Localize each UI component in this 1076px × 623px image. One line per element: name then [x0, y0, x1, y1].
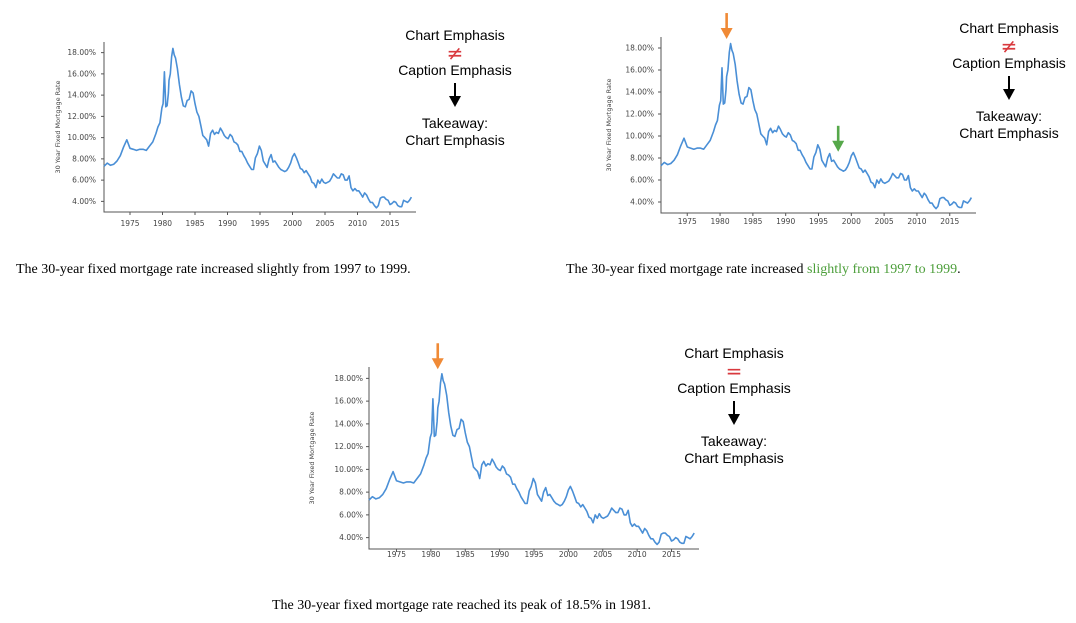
x-tick-label: 2015: [380, 219, 399, 228]
caption-text: The 30-year fixed mortgage rate reached …: [272, 598, 652, 613]
y-tick-label: 8.00%: [339, 488, 363, 497]
axes: [368, 367, 699, 550]
caption-text-end: .: [957, 262, 961, 277]
orange-arrow-icon: [431, 343, 444, 370]
mortgage-chart-2: 4.00% 6.00% 8.00% 10.00% 12.00% 14.00% 16.00% 1…: [605, 13, 976, 226]
x-tick-label: 1995: [524, 550, 543, 559]
green-arrow-icon: [832, 125, 845, 152]
x-tick-label: 2000: [842, 217, 861, 226]
equal-symbol: =: [725, 359, 743, 383]
takeaway-value: Chart Emphasis: [405, 132, 505, 148]
y-tick-label: 4.00%: [630, 198, 654, 207]
axes: [103, 42, 416, 213]
x-tick-label: 2010: [907, 217, 926, 226]
y-tick-label: 18.00%: [625, 44, 654, 53]
y-tick-label: 14.00%: [334, 419, 363, 428]
x-tick-label: 1985: [185, 219, 204, 228]
x-tick-label: 2005: [875, 217, 894, 226]
takeaway-label: Takeaway:: [975, 108, 1043, 124]
down-arrow-icon: [1001, 76, 1017, 100]
y-tick-label: 6.00%: [339, 510, 363, 519]
not-equal-symbol: ≠: [1000, 34, 1018, 58]
takeaway-label: Takeaway:: [421, 115, 489, 131]
x-tick-label: 2010: [628, 550, 647, 559]
x-tick-label: 2005: [593, 550, 612, 559]
x-tick-label: 2015: [940, 217, 959, 226]
x-tick-label: 1980: [711, 217, 730, 226]
caption-text: The 30-year fixed mortgage rate increase…: [16, 262, 411, 277]
y-tick-label: 10.00%: [67, 133, 96, 142]
caption-text: The 30-year fixed mortgage rate increase…: [566, 262, 807, 277]
x-tick-label: 1975: [678, 217, 697, 226]
emphasis-flow-2: Chart Emphasis ≠ Caption Emphasis Takeaw…: [934, 20, 1076, 142]
y-tick-label: 10.00%: [625, 132, 654, 141]
y-tick-label: 12.00%: [334, 442, 363, 451]
y-tick-label: 10.00%: [334, 465, 363, 474]
x-tick-label: 2015: [662, 550, 681, 559]
orange-arrow-icon: [720, 13, 733, 40]
caption-highlight: slightly from 1997 to 1999: [807, 262, 958, 277]
emphasis-flow-3: Chart Emphasis = Caption Emphasis Takeaw…: [659, 345, 809, 467]
not-equal-symbol: ≠: [446, 41, 464, 65]
caption-2: The 30-year fixed mortgage rate increase…: [566, 262, 961, 278]
caption-emphasis-label: Caption Emphasis: [398, 62, 512, 78]
y-tick-label: 16.00%: [67, 69, 96, 78]
x-tick-label: 2000: [559, 550, 578, 559]
x-tick-label: 1990: [776, 217, 795, 226]
x-tick-label: 1980: [153, 219, 172, 228]
series-line: [660, 42, 973, 210]
caption-1: The 30-year fixed mortgage rate increase…: [16, 262, 411, 278]
y-tick-label: 16.00%: [625, 66, 654, 75]
series-line: [368, 373, 695, 546]
caption-3: The 30-year fixed mortgage rate reached …: [272, 598, 651, 614]
x-tick-label: 1990: [218, 219, 237, 228]
axes: [660, 37, 976, 214]
mortgage-chart-3: 4.00% 6.00% 8.00% 10.00% 12.00% 14.00% 16.00% 1…: [308, 343, 699, 559]
x-tick-label: 1995: [809, 217, 828, 226]
y-tick-label: 16.00%: [334, 397, 363, 406]
chart-emphasis-label: Chart Emphasis: [405, 27, 505, 43]
y-tick-label: 8.00%: [72, 154, 96, 163]
chart-emphasis-label: Chart Emphasis: [959, 20, 1059, 36]
chart-panel-1: 4.00% 6.00% 8.00% 10.00% 12.00% 14.00% 16.00% 1…: [0, 0, 538, 300]
caption-emphasis-label: Caption Emphasis: [952, 55, 1066, 71]
y-tick-label: 4.00%: [72, 197, 96, 206]
x-tick-label: 1995: [250, 219, 269, 228]
y-tick-label: 18.00%: [334, 374, 363, 383]
y-tick-label: 8.00%: [630, 154, 654, 163]
x-tick-label: 1980: [421, 550, 440, 559]
chart-emphasis-label: Chart Emphasis: [684, 345, 784, 361]
x-tick-label: 2000: [283, 219, 302, 228]
x-tick-label: 2005: [315, 219, 334, 228]
takeaway-label: Takeaway:: [700, 433, 768, 449]
y-tick-label: 6.00%: [72, 176, 96, 185]
x-tick-label: 1985: [456, 550, 475, 559]
chart-panel-2: 4.00% 6.00% 8.00% 10.00% 12.00% 14.00% 16.00% 1…: [538, 0, 1076, 300]
mortgage-chart-1: 4.00% 6.00% 8.00% 10.00% 12.00% 14.00% 16.00% 1…: [54, 42, 416, 228]
x-tick-label: 2010: [348, 219, 367, 228]
series-line: [103, 47, 413, 209]
y-axis-label: 30 Year Fixed Mortgage Rate: [605, 78, 613, 171]
x-tick-label: 1975: [120, 219, 139, 228]
takeaway-value: Chart Emphasis: [684, 450, 784, 466]
emphasis-flow-1: Chart Emphasis ≠ Caption Emphasis Takeaw…: [380, 27, 530, 149]
y-axis-label: 30 Year Fixed Mortgage Rate: [54, 80, 62, 173]
y-tick-label: 14.00%: [67, 91, 96, 100]
x-tick-label: 1985: [743, 217, 762, 226]
down-arrow-icon: [726, 401, 742, 425]
y-tick-label: 14.00%: [625, 88, 654, 97]
y-axis-label: 30 Year Fixed Mortgage Rate: [308, 411, 316, 504]
takeaway-value: Chart Emphasis: [959, 125, 1059, 141]
chart-panel-3: 4.00% 6.00% 8.00% 10.00% 12.00% 14.00% 16.00% 1…: [0, 320, 1076, 623]
x-tick-label: 1975: [387, 550, 406, 559]
y-tick-label: 6.00%: [630, 176, 654, 185]
y-tick-label: 12.00%: [67, 112, 96, 121]
y-tick-label: 18.00%: [67, 48, 96, 57]
caption-emphasis-label: Caption Emphasis: [677, 380, 791, 396]
y-tick-label: 4.00%: [339, 533, 363, 542]
down-arrow-icon: [447, 83, 463, 107]
x-tick-label: 1990: [490, 550, 509, 559]
y-tick-label: 12.00%: [625, 110, 654, 119]
